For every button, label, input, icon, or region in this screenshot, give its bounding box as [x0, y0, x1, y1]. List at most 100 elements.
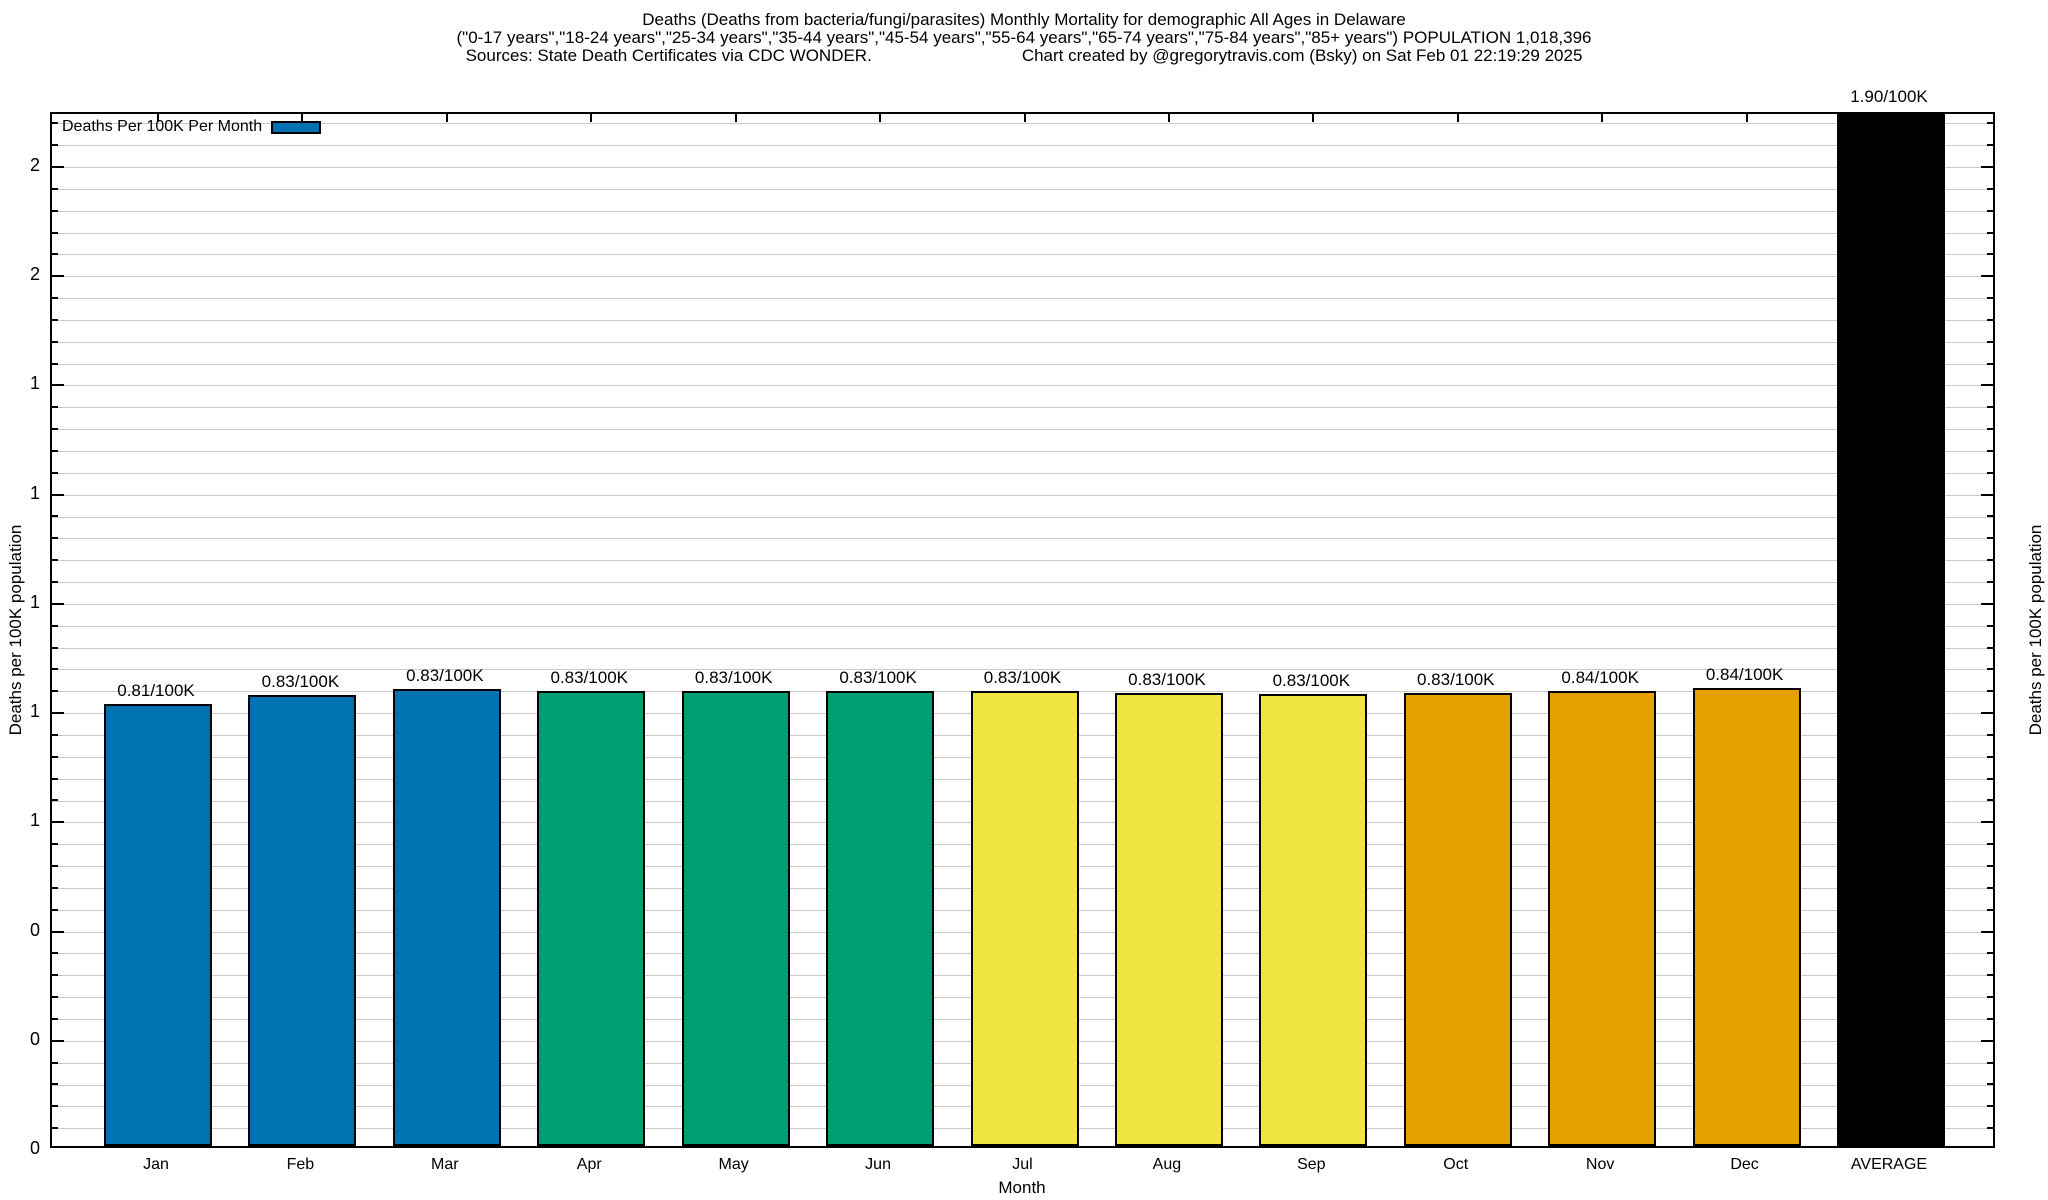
y-tick-mark: [1987, 733, 1993, 736]
plot-area: [50, 112, 1995, 1148]
x-tick-mark-top: [1745, 114, 1748, 122]
x-tick-label: Jun: [865, 1156, 891, 1173]
y-tick-mark: [52, 1127, 58, 1130]
gridline: [52, 538, 1993, 540]
y-tick-mark: [52, 209, 58, 212]
y-tick-mark: [1987, 843, 1993, 846]
x-tick-mark-top: [879, 114, 882, 122]
bar-aug: [1114, 693, 1223, 1146]
y-tick-mark: [52, 515, 58, 518]
y-tick-mark: [1987, 908, 1993, 911]
y-tick-mark: [1981, 821, 1993, 824]
y-tick-mark: [52, 646, 58, 649]
y-tick-mark: [52, 144, 58, 147]
y-tick-mark: [1987, 297, 1993, 300]
x-tick-label: Oct: [1443, 1156, 1469, 1173]
x-tick-label: Mar: [431, 1156, 459, 1173]
y-tick-mark: [52, 122, 58, 125]
gridline: [52, 145, 1993, 147]
y-tick-label: 0: [29, 1028, 40, 1049]
y-tick-mark: [1987, 187, 1993, 190]
y-tick-mark: [1987, 974, 1993, 977]
y-axis-title-right: Deaths per 100K population: [2026, 524, 2045, 736]
y-tick-mark: [1987, 537, 1993, 540]
bar-jan: [104, 703, 212, 1146]
y-tick-mark: [1987, 1127, 1993, 1130]
y-tick-mark: [1987, 559, 1993, 562]
y-tick-mark: [52, 318, 58, 321]
y-axis-title-left: Deaths per 100K population: [6, 524, 25, 736]
y-tick-mark: [52, 602, 64, 605]
y-tick-mark: [52, 340, 58, 343]
x-tick-mark-top: [1601, 114, 1604, 122]
gridline: [52, 254, 1993, 256]
y-tick-mark: [52, 384, 64, 387]
x-tick-label: Jul: [1012, 1156, 1033, 1173]
chart-title-line2: ("0-17 years","18-24 years","25-34 years…: [456, 28, 1592, 47]
y-tick-mark: [52, 406, 58, 409]
y-tick-mark: [1987, 668, 1993, 671]
x-tick-mark-top: [1312, 114, 1315, 122]
x-tick-label: Apr: [576, 1156, 602, 1173]
gridline: [52, 560, 1993, 562]
x-tick-mark-top: [1890, 114, 1892, 122]
y-tick-mark: [52, 493, 64, 496]
y-tick-mark: [52, 996, 58, 999]
y-tick-mark: [52, 1061, 58, 1064]
y-tick-mark: [1987, 777, 1993, 780]
y-tick-mark: [1987, 624, 1993, 627]
y-tick-mark: [52, 777, 58, 780]
chart-title-line1: Deaths (Deaths from bacteria/fungi/paras…: [642, 10, 1406, 29]
gridline: [52, 472, 1993, 474]
y-tick-mark: [52, 559, 58, 562]
y-tick-mark: [1987, 799, 1993, 802]
x-tick-label: Sep: [1297, 1156, 1326, 1173]
y-tick-mark: [52, 253, 58, 256]
y-tick-mark: [1987, 996, 1993, 999]
y-tick-mark: [1981, 930, 1993, 933]
y-tick-mark: [1981, 712, 1993, 715]
y-tick-mark: [1987, 515, 1993, 518]
y-tick-mark: [52, 974, 58, 977]
y-tick-mark: [52, 690, 58, 693]
y-tick-mark: [1981, 275, 1993, 278]
x-tick-mark-top: [301, 114, 304, 122]
bar-may: [681, 691, 790, 1146]
bar-oct: [1403, 692, 1512, 1146]
y-tick-mark: [1981, 165, 1993, 168]
gridline: [52, 276, 1993, 278]
y-tick-mark: [1987, 428, 1993, 431]
gridline: [52, 341, 1993, 343]
y-tick-mark: [1987, 1083, 1993, 1086]
y-tick-mark: [52, 1017, 58, 1020]
y-tick-mark: [1987, 581, 1993, 584]
gridline: [52, 167, 1993, 168]
y-tick-mark: [1987, 886, 1993, 889]
y-tick-mark: [1987, 865, 1993, 867]
y-tick-mark: [52, 908, 58, 911]
y-tick-mark: [52, 581, 58, 584]
x-tick-mark-top: [445, 114, 448, 122]
gridline: [52, 385, 1993, 387]
y-tick-mark: [52, 755, 58, 758]
x-tick-mark-top: [734, 114, 737, 122]
y-tick-mark: [1987, 144, 1993, 147]
x-tick-label: Feb: [286, 1156, 315, 1173]
y-tick-mark: [1987, 318, 1993, 321]
y-tick-mark: [1987, 952, 1993, 955]
y-tick-mark: [1987, 1105, 1993, 1108]
bar-dec: [1692, 687, 1801, 1146]
y-tick-mark: [52, 187, 58, 190]
y-tick-mark: [1987, 362, 1993, 365]
gridline: [52, 319, 1993, 321]
y-tick-mark: [52, 668, 58, 671]
gridline: [52, 429, 1993, 431]
y-tick-label: 0: [29, 919, 40, 940]
y-tick-label: 1: [29, 482, 40, 503]
x-axis-title: Month: [998, 1178, 1046, 1197]
y-tick-mark: [52, 1083, 58, 1086]
y-tick-label: 1: [29, 810, 40, 831]
x-tick-label: Dec: [1730, 1156, 1759, 1173]
x-tick-mark-top: [590, 114, 593, 122]
